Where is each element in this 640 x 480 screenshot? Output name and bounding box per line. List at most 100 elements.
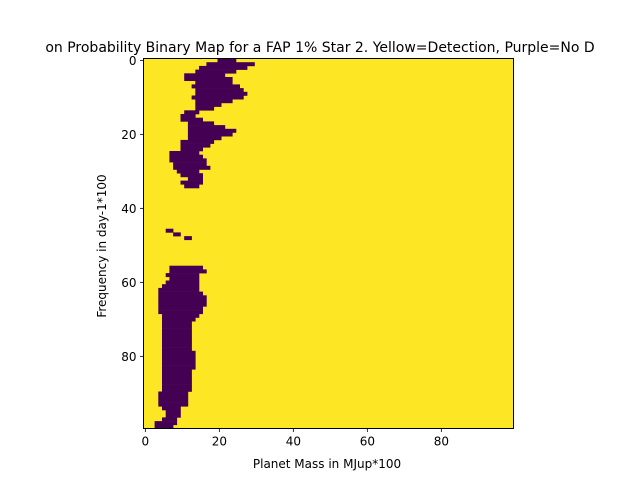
y-axis-ticks: 0 20 40 60 80	[121, 54, 144, 364]
no-detection-cell-run	[162, 406, 181, 411]
no-detection-cells	[154, 58, 255, 429]
no-detection-cell-run	[195, 99, 233, 104]
no-detection-cell-run	[162, 284, 200, 289]
no-detection-cell-run	[165, 273, 200, 278]
no-detection-cell-run	[195, 69, 237, 74]
plot-area	[143, 58, 514, 429]
no-detection-cell-run	[162, 332, 192, 337]
no-detection-cell-run	[158, 391, 189, 396]
x-tick-label: 60	[360, 435, 375, 449]
no-detection-cell-run	[173, 165, 211, 170]
no-detection-cell-run	[173, 162, 207, 167]
no-detection-cell-run	[158, 291, 203, 296]
no-detection-cell-run	[180, 143, 211, 148]
no-detection-cell-run	[169, 269, 207, 274]
no-detection-cell-run	[162, 347, 192, 352]
x-tick-label: 40	[286, 435, 301, 449]
no-detection-cell-run	[162, 417, 178, 422]
no-detection-cell-run	[206, 62, 255, 67]
no-detection-cell-run	[169, 158, 207, 163]
y-tick-label: 20	[121, 128, 136, 142]
no-detection-cell-run	[162, 354, 196, 359]
no-detection-cell-run	[195, 91, 248, 96]
no-detection-cell-run	[162, 373, 192, 377]
no-detection-cell-run	[158, 299, 207, 303]
no-detection-cell-run	[180, 139, 215, 144]
no-detection-cell-run	[158, 302, 207, 307]
y-axis-label: Frequency in day-1*100	[95, 174, 109, 317]
no-detection-cell-run	[187, 128, 237, 133]
y-tick-label: 0	[129, 54, 137, 68]
no-detection-cell-run	[187, 176, 203, 181]
no-detection-cell-run	[158, 310, 203, 315]
y-tick-label: 80	[121, 350, 136, 364]
no-detection-cell-run	[158, 295, 207, 300]
no-detection-cell-run	[162, 328, 192, 333]
no-detection-cell-run	[162, 384, 192, 389]
no-detection-cell-run	[162, 321, 192, 326]
x-tick-label: 80	[434, 435, 449, 449]
no-detection-cell-run	[199, 65, 248, 70]
no-detection-cell-run	[217, 58, 237, 63]
no-detection-cell-run	[180, 114, 196, 118]
x-axis-label: Planet Mass in MJup*100	[253, 457, 401, 471]
no-detection-cell-run	[158, 398, 189, 403]
x-axis-ticks: 0 20 40 60 80	[142, 428, 449, 449]
no-detection-cell-run	[180, 173, 203, 178]
no-detection-cell-run	[176, 169, 200, 174]
no-detection-cell-run	[158, 287, 200, 292]
no-detection-cell-run	[162, 387, 192, 392]
no-detection-cell-run	[187, 136, 222, 141]
no-detection-cell-run	[162, 361, 196, 366]
no-detection-cell-run	[162, 358, 196, 363]
no-detection-cell-run	[187, 132, 233, 137]
no-detection-cell-run	[165, 413, 181, 418]
no-detection-cell-run	[154, 421, 178, 426]
no-detection-cell-run	[162, 317, 196, 322]
no-detection-cell-run	[184, 73, 226, 78]
no-detection-cell-run	[191, 95, 244, 100]
no-detection-cell-run	[162, 324, 192, 329]
no-detection-cell-run	[158, 402, 189, 407]
no-detection-cell-run	[162, 350, 196, 355]
no-detection-cell-run	[184, 184, 200, 189]
no-detection-cell-run	[187, 121, 215, 126]
y-tick-label: 40	[121, 202, 136, 216]
no-detection-cell-run	[154, 424, 174, 429]
no-detection-cell-run	[195, 88, 244, 93]
no-detection-cell-run	[184, 110, 200, 115]
no-detection-cell-run	[180, 147, 203, 152]
no-detection-cell-run	[184, 77, 233, 81]
no-detection-cell-run	[191, 84, 240, 89]
no-detection-cell-run	[195, 102, 222, 107]
x-tick-label: 20	[212, 435, 227, 449]
no-detection-cell-run	[165, 228, 174, 233]
no-detection-cell-run	[169, 276, 200, 281]
chart-title: on Probability Binary Map for a FAP 1% S…	[45, 40, 594, 56]
detection-background	[143, 58, 514, 429]
no-detection-cell-run	[162, 365, 196, 370]
no-detection-cell-run	[173, 232, 181, 237]
no-detection-cell-run	[162, 380, 192, 385]
no-detection-cell-run	[169, 265, 203, 270]
no-detection-cell-run	[162, 376, 192, 381]
no-detection-cell-run	[162, 336, 192, 340]
no-detection-cell-run	[162, 343, 192, 348]
no-detection-cell-run	[165, 410, 181, 414]
no-detection-cell-run	[169, 154, 203, 159]
no-detection-cell-run	[187, 125, 226, 130]
no-detection-cell-run	[162, 339, 192, 344]
no-detection-cell-run	[162, 313, 200, 318]
no-detection-cell-run	[158, 395, 189, 400]
plot-frame	[143, 58, 514, 429]
x-tick-label: 0	[142, 435, 150, 449]
no-detection-cell-run	[158, 306, 203, 311]
no-detection-cell-run	[180, 180, 203, 185]
no-detection-cell-run	[195, 80, 233, 85]
no-detection-cell-run	[165, 280, 200, 285]
y-tick-label: 60	[121, 276, 136, 290]
no-detection-cell-run	[162, 369, 192, 374]
no-detection-cell-run	[195, 106, 215, 111]
no-detection-cell-run	[169, 151, 200, 155]
